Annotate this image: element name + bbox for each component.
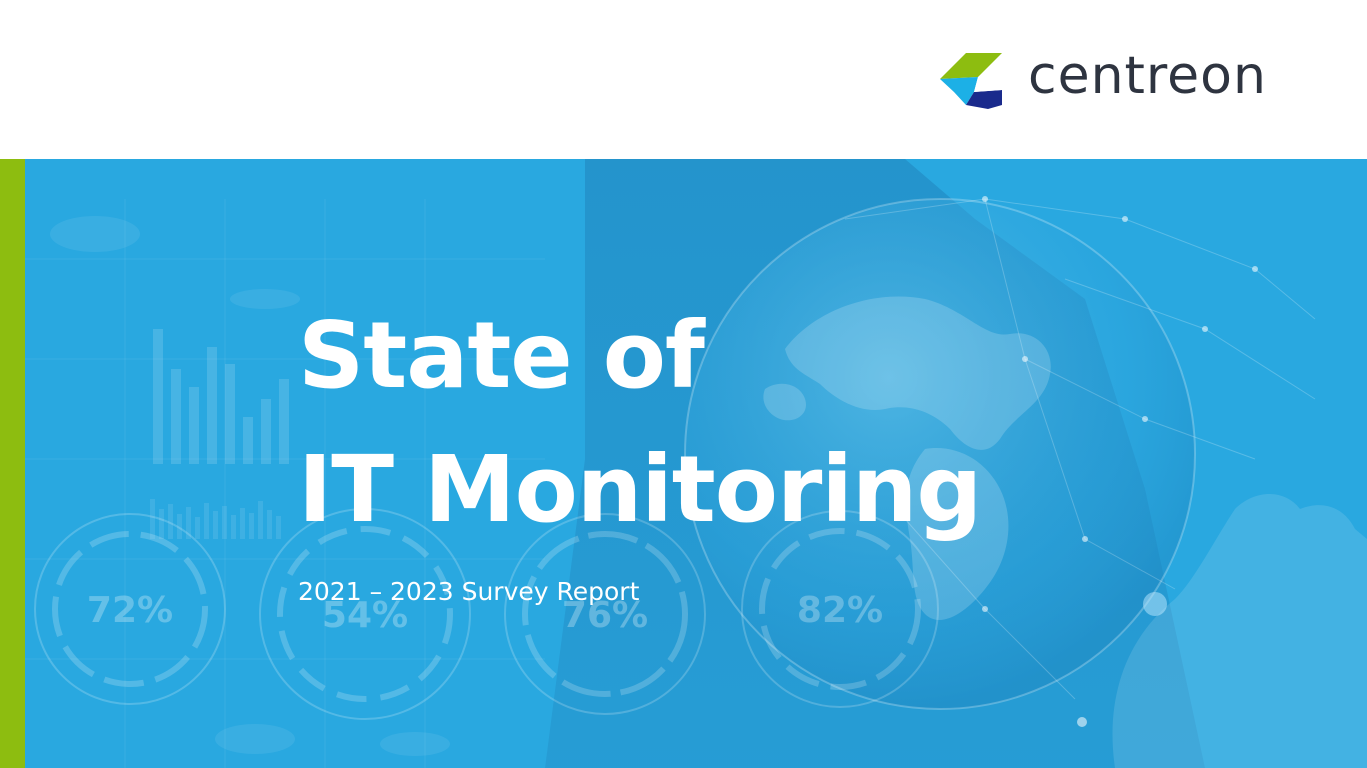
hero-banner: 72% 54% 76% 82% State of IT Monitoring 2…	[0, 159, 1367, 768]
centreon-logo-mark-icon	[940, 53, 1002, 109]
gauge-label-1: 72%	[87, 590, 173, 631]
title-line-1: State of	[298, 302, 705, 409]
hero-text: State of IT Monitoring 2021 – 2023 Surve…	[298, 289, 982, 606]
accent-bar	[0, 159, 25, 768]
gauge-label-2: 54%	[322, 595, 408, 636]
subtitle: 2021 – 2023 Survey Report	[298, 577, 640, 606]
gauge-label-3: 76%	[562, 595, 648, 636]
title-line-2: IT Monitoring	[298, 436, 982, 543]
logo-wordmark: centreon	[1028, 46, 1267, 106]
gauge-label-4: 82%	[797, 590, 883, 631]
header: centreon	[0, 0, 1367, 159]
centreon-logo: centreon	[936, 46, 1267, 112]
background-illustration: 72% 54% 76% 82%	[25, 159, 1367, 768]
